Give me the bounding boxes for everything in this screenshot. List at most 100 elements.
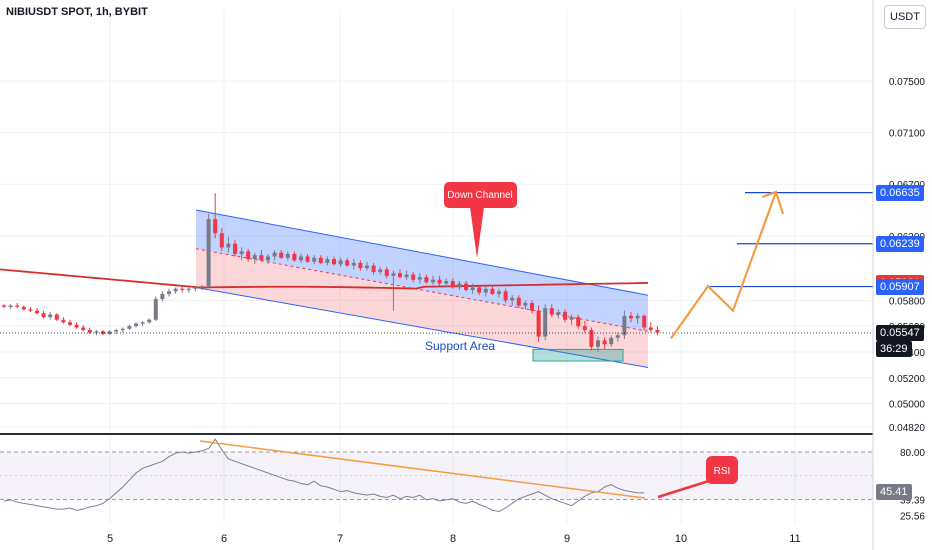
candle-body [206, 219, 211, 287]
chart-title: NIBIUSDT SPOT, 1h, BYBIT [6, 6, 148, 18]
down-channel-lower-zone [196, 248, 648, 368]
price-tick-label: 0.05800 [889, 296, 926, 307]
candle-body [61, 319, 66, 323]
candle-body [180, 288, 185, 291]
candle-body [2, 305, 6, 307]
candle-body [160, 293, 165, 300]
rsi-axis-ticks: 80.00 39.39 25.56 [900, 448, 925, 523]
candle-body [213, 219, 218, 234]
candle-body [563, 311, 567, 320]
candle-body [35, 310, 39, 314]
down-channel-upper-zone [196, 210, 648, 332]
candle-body [292, 253, 297, 261]
candle-body [470, 287, 475, 291]
candle-body [497, 291, 501, 294]
candle-body [589, 330, 594, 347]
candle-body [411, 274, 416, 280]
time-tick-label: 6 [221, 533, 227, 545]
rsi-tick-label: 80.00 [900, 448, 925, 459]
rsi-callout: RSI [657, 456, 738, 499]
candle-body [318, 257, 323, 263]
time-tick-label: 9 [564, 533, 570, 545]
candle-body [351, 262, 356, 266]
candle-body [252, 255, 257, 260]
candle-body [576, 317, 581, 327]
candle-body [114, 330, 119, 332]
currency-button[interactable]: USDT [884, 5, 926, 29]
candle-body [648, 327, 653, 331]
rsi-tick-label: 39.39 [900, 495, 925, 506]
candle-body [147, 319, 152, 323]
candle-body [87, 330, 92, 333]
candle-body [48, 314, 53, 318]
candle-body [167, 291, 171, 294]
down-channel-callout: Down Channel [444, 182, 517, 258]
candle-body [655, 330, 660, 333]
time-tick-label: 5 [107, 533, 113, 545]
support-area-box [532, 348, 624, 362]
candle-body [279, 252, 284, 258]
candle-body [54, 314, 59, 320]
candle-body [530, 302, 534, 311]
candle-body [371, 265, 376, 272]
candle-body [635, 315, 640, 319]
rsi-line [3, 438, 645, 513]
rsi-band [0, 452, 873, 500]
candle-body [233, 243, 237, 254]
candle-body [134, 323, 138, 327]
candle-body [186, 288, 191, 291]
candle-body [549, 308, 554, 315]
price-badge: 0.05907 [876, 278, 924, 295]
candle-body [107, 331, 112, 334]
time-tick-label: 10 [675, 533, 687, 545]
candle-body [94, 331, 99, 333]
candle-body [127, 326, 132, 329]
candle-body [299, 256, 303, 261]
time-tick-label: 8 [450, 533, 456, 545]
candle-body [173, 288, 178, 292]
candle-body [437, 279, 442, 284]
candle-body [259, 255, 264, 261]
candle-body [120, 328, 125, 331]
time-tick-label: 7 [337, 533, 343, 545]
candle-body [543, 308, 548, 337]
rsi-trendline [199, 440, 646, 499]
candle-body [424, 277, 429, 283]
down-channel-label: Down Channel [447, 190, 513, 201]
price-badge: 0.06635 [876, 184, 924, 201]
rsi-value-badge: 45.41 [876, 484, 912, 501]
candle-body [516, 297, 521, 306]
candle-body [81, 327, 86, 331]
candle-body [378, 269, 383, 272]
candle-body [153, 299, 158, 320]
candle-body [325, 259, 330, 263]
price-badge: 0.06239 [876, 235, 924, 252]
candle-body [391, 273, 396, 276]
candle-body [345, 260, 350, 266]
candle-body [332, 259, 336, 265]
candle-body [74, 324, 79, 328]
countdown-badge: 36:29 [876, 341, 912, 358]
rsi-label: RSI [714, 466, 731, 477]
candle-body [68, 322, 72, 325]
candle-body [444, 281, 449, 284]
candle-body [523, 302, 528, 306]
candle-body [609, 337, 614, 345]
candle-body [642, 315, 647, 328]
price-tick-label: 0.07500 [889, 77, 926, 88]
candle-body [510, 297, 515, 301]
candle-body [246, 251, 251, 260]
down-channel-bottom-line [195, 286, 649, 368]
candle-body [457, 283, 462, 288]
candle-body [477, 287, 482, 293]
down-channel-mid-line [195, 248, 649, 332]
candlestick-series [2, 193, 660, 352]
candle-body [536, 310, 541, 337]
candle-body [15, 305, 20, 307]
candle-body [404, 274, 409, 278]
candle-body [464, 283, 468, 291]
candle-body [266, 256, 270, 261]
projection-arrow-path [670, 191, 778, 340]
candle-body [219, 233, 224, 248]
